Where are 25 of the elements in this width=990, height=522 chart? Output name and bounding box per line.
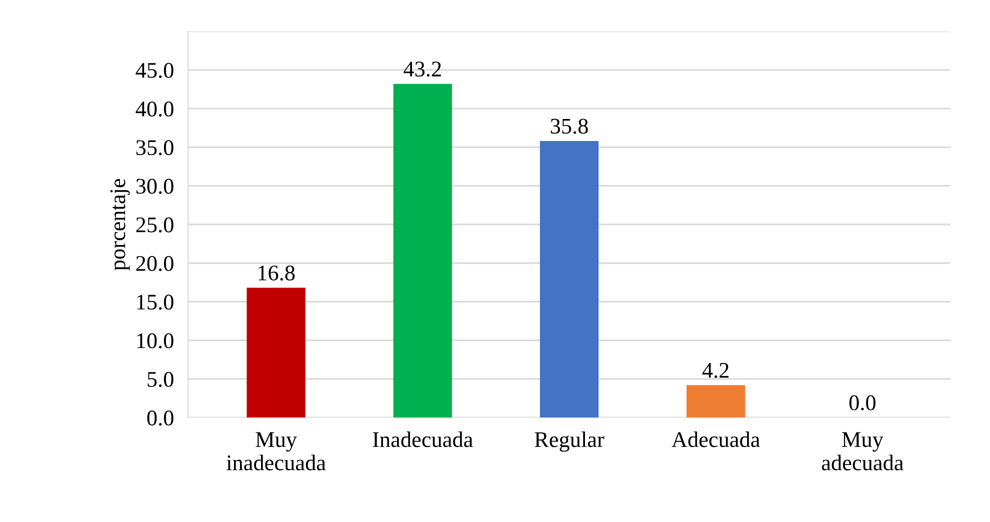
- x-tick-label: Muy adecuada: [822, 432, 904, 470]
- y-axis-title: porcentaje: [110, 178, 130, 270]
- y-tick-label: 20.0: [136, 256, 174, 272]
- x-tick-label: Adecuada: [672, 431, 760, 448]
- y-tick-label: 40.0: [136, 102, 174, 117]
- data-label: 35.8: [550, 118, 588, 134]
- y-tick-label: 10.0: [137, 333, 174, 348]
- y-tick-label: 5.0: [148, 372, 174, 387]
- x-tick-label: Regular: [534, 431, 604, 452]
- bar: [540, 141, 599, 418]
- y-tick-label: 15.0: [137, 294, 174, 310]
- data-label: 0.0: [849, 395, 876, 410]
- y-tick-label: 25.0: [136, 217, 174, 232]
- y-tick-label: 45.0: [136, 62, 174, 78]
- x-tick-label: Muy inadecuada: [226, 432, 326, 470]
- bar: [686, 385, 746, 418]
- data-label: 43.2: [404, 62, 441, 77]
- bar: [393, 84, 452, 418]
- x-tick-label: Inadecuada: [372, 431, 473, 448]
- y-tick-label: 30.0: [136, 178, 174, 194]
- data-label: 4.2: [702, 362, 729, 378]
- y-tick-label: 35.0: [136, 140, 174, 156]
- y-tick-label: 0.0: [147, 410, 174, 426]
- bar: [246, 288, 306, 418]
- data-label: 16.8: [258, 266, 295, 281]
